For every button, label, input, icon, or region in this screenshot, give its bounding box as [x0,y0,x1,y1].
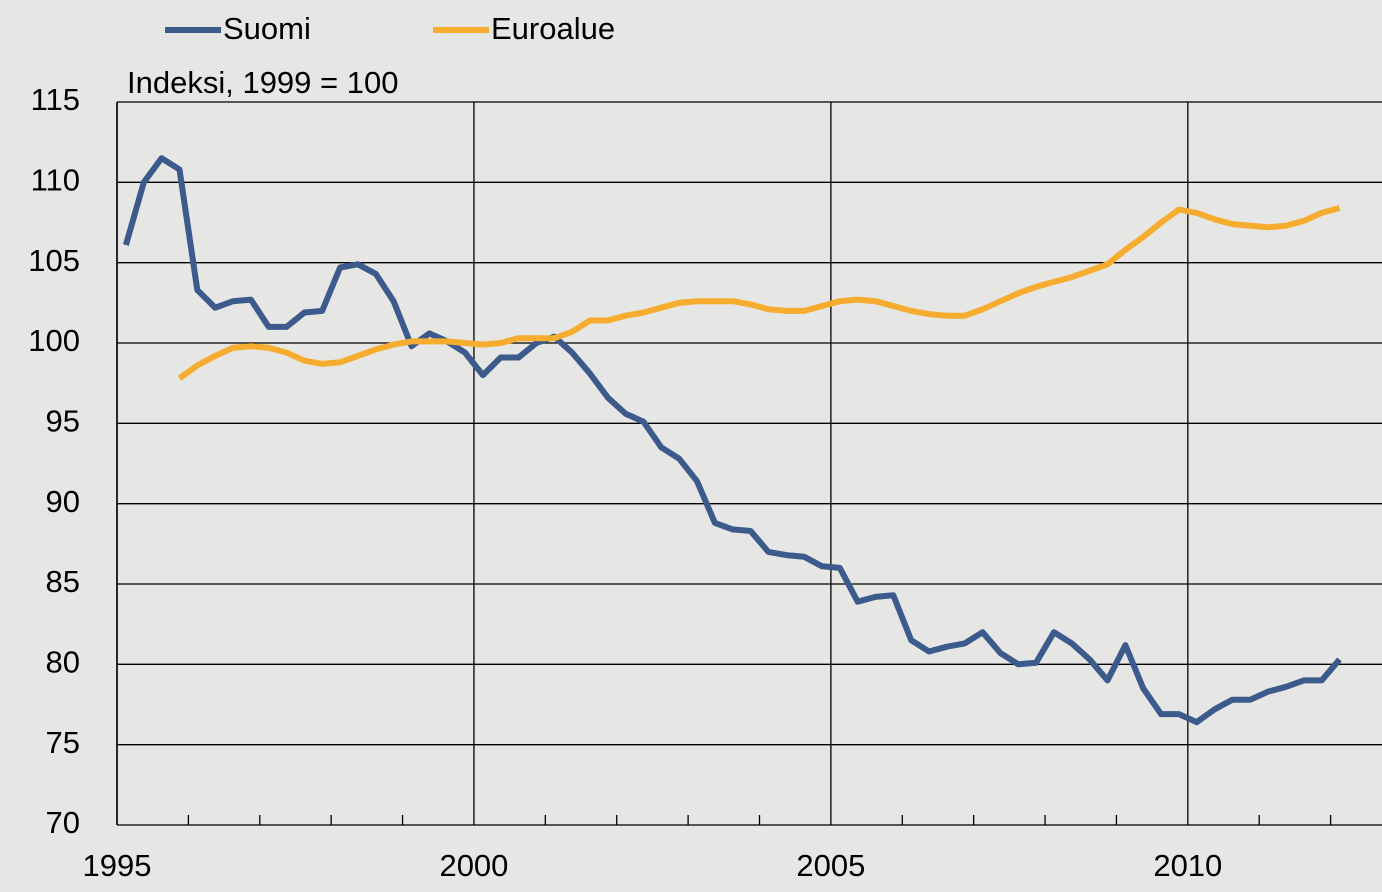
y-tick-label: 80 [46,645,80,680]
legend-label: Euroalue [491,11,615,46]
y-tick-label: 110 [31,163,80,198]
y-tick-label: 85 [46,564,80,599]
y-tick-label: 90 [46,484,80,519]
legend-label: Suomi [223,11,311,46]
y-tick-label: 105 [28,243,80,278]
x-tick-label: 2005 [796,848,865,883]
series-line [123,155,1342,726]
x-tick-label: 2000 [439,848,508,883]
y-tick-label: 115 [31,82,80,117]
y-tick-label: 100 [28,323,80,358]
x-tick-label: 1995 [83,848,152,883]
y-tick-label: 95 [46,404,80,439]
y-tick-label: 75 [46,725,80,760]
y-tick-label: 70 [46,805,80,840]
x-tick-label: 2010 [1153,848,1222,883]
annotation: Indeksi, 1999 = 100 [127,65,398,100]
series-line [177,205,1341,381]
